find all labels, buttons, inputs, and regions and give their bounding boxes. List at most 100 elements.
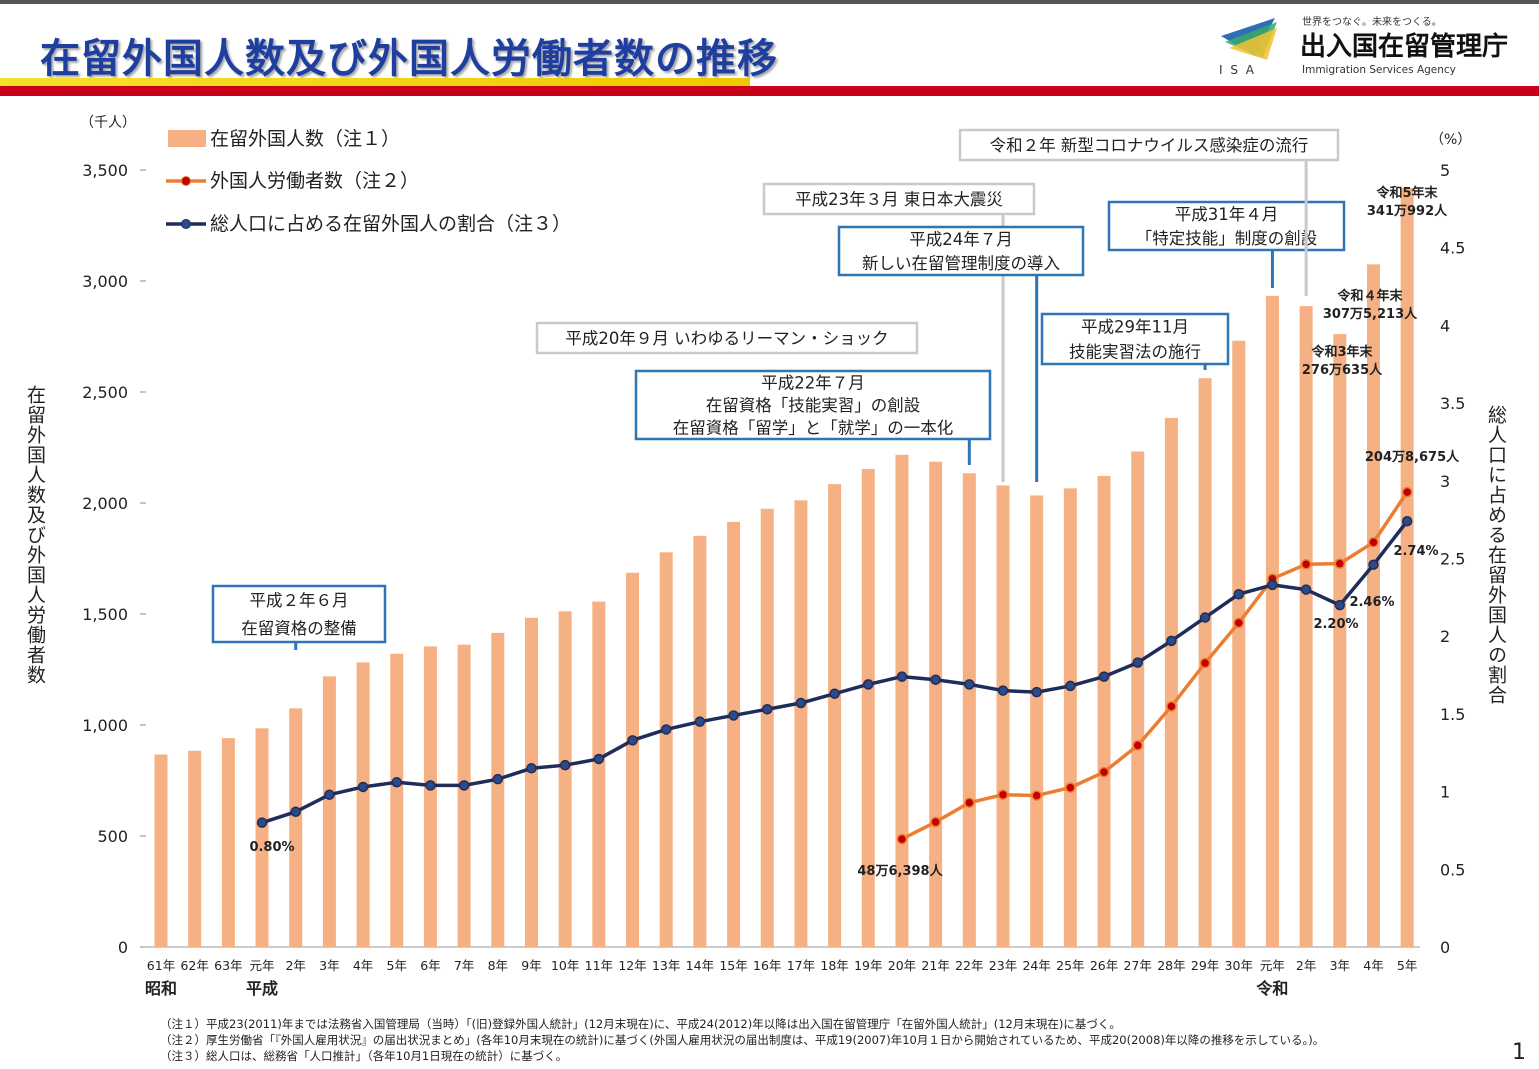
- bar-27: [1063, 488, 1077, 947]
- annotation-text: 平成29年11月: [1081, 318, 1189, 337]
- annotation-box-2: [634, 369, 992, 441]
- ratio-point-11: [526, 763, 537, 774]
- ratio-point-22: [896, 671, 908, 682]
- x-tick-label: 63年: [214, 958, 242, 973]
- ratio-point-28: [1098, 671, 1110, 682]
- ratio-point-26: [1031, 686, 1042, 698]
- data-label: 341万992人: [1367, 203, 1448, 219]
- ratio-point-14: [627, 735, 638, 746]
- legend-dot-workers: [181, 176, 191, 186]
- data-label: 令和5年末: [1376, 185, 1438, 201]
- left-tick-label: 1,000: [82, 716, 128, 735]
- ratio-point-4: [290, 806, 301, 818]
- legend-swatch-bar: [168, 130, 206, 147]
- data-label: 307万5,213人: [1323, 306, 1418, 322]
- right-axis-title: 総人口に占める在留外国人の割合: [1485, 405, 1507, 705]
- workers-point-23: [930, 816, 941, 828]
- workers-point-27: [1065, 782, 1076, 793]
- x-tick-label: 4年: [353, 958, 373, 973]
- bar-21: [861, 469, 875, 947]
- data-label: 2.74%: [1393, 544, 1438, 559]
- workers-point-25: [997, 789, 1009, 800]
- legend-label: 外国人労働者数（注２）: [210, 170, 419, 192]
- legend-label: 総人口に占める在留外国人の割合（注３）: [210, 213, 571, 235]
- annotation-text: 平成22年７月: [761, 373, 865, 392]
- bar-16: [693, 535, 707, 947]
- data-label: 2.46%: [1349, 595, 1394, 610]
- x-tick-label: 20年: [888, 958, 916, 973]
- x-tick-label: 17年: [787, 958, 815, 973]
- ratio-point-23: [930, 674, 941, 685]
- annotation-box-7: [958, 128, 1340, 162]
- ratio-point-36: [1368, 559, 1379, 570]
- workers-point-30: [1166, 701, 1177, 712]
- bar-33: [1265, 295, 1279, 947]
- bar-3: [255, 728, 269, 947]
- era-label: 平成: [246, 979, 278, 998]
- workers-point-37: [1401, 486, 1413, 498]
- title-underline: [0, 78, 750, 86]
- legend-dot-ratio: [181, 219, 191, 229]
- ratio-point-7: [391, 777, 403, 788]
- data-label: 0.80%: [249, 840, 294, 855]
- x-tick-label: 4年: [1363, 958, 1383, 973]
- left-tick-label: 2,000: [82, 494, 128, 513]
- workers-point-31: [1199, 657, 1211, 669]
- x-tick-label: 27年: [1124, 958, 1152, 973]
- ratio-point-3: [256, 817, 268, 828]
- annotation-box-5: [1040, 312, 1230, 366]
- workers-point-24: [964, 797, 975, 808]
- annotation-box-4: [837, 225, 1085, 277]
- annotation-text: 「特定技能」制度の創設: [1136, 229, 1318, 248]
- ratio-point-34: [1300, 584, 1312, 595]
- ratio-point-33: [1267, 579, 1278, 591]
- x-tick-label: 19年: [854, 958, 882, 973]
- ratio-point-35: [1334, 599, 1346, 611]
- bar-35: [1333, 334, 1347, 948]
- bar-7: [390, 653, 404, 947]
- right-tick-label: 0.5: [1440, 860, 1465, 879]
- era-label: 昭和: [145, 979, 177, 998]
- ratio-point-20: [829, 688, 840, 699]
- ratio-point-24: [964, 679, 975, 690]
- footnote-1: （注１）平成23(2011)年までは法務省入国管理局（当時）「(旧)登録外国人統…: [160, 1017, 1121, 1031]
- bar-9: [457, 644, 471, 947]
- x-tick-label: 30年: [1225, 958, 1253, 973]
- bar-15: [659, 552, 673, 947]
- ratio-point-8: [425, 780, 436, 791]
- right-tick-label: 2: [1440, 627, 1450, 646]
- data-label: 2.20%: [1313, 617, 1358, 632]
- top-border: [0, 0, 1539, 4]
- x-tick-label: 28年: [1157, 958, 1185, 973]
- annotation-box-0: [211, 584, 387, 644]
- workers-point-36: [1368, 537, 1379, 548]
- x-tick-label: 3年: [319, 958, 339, 973]
- workers-point-32: [1233, 617, 1245, 629]
- x-tick-label: 29年: [1191, 958, 1219, 973]
- bar-20: [828, 484, 842, 947]
- x-tick-label: 62年: [180, 958, 208, 973]
- bar-11: [524, 617, 538, 947]
- data-label: 204万8,675人: [1365, 449, 1460, 465]
- bar-26: [1030, 495, 1044, 947]
- footnote-2: （注２）厚生労働省「『外国人雇用状況』の届出状況まとめ」(各年10月末現在の統計…: [160, 1033, 1325, 1047]
- ratio-point-16: [694, 716, 706, 727]
- right-axis-unit: （%）: [1430, 132, 1471, 148]
- bar-14: [626, 572, 640, 947]
- logo-name-en: Immigration Services Agency: [1302, 64, 1456, 76]
- right-tick-label: 2.5: [1440, 550, 1465, 569]
- left-tick-label: 0: [118, 938, 128, 957]
- x-tick-label: 15年: [719, 958, 747, 973]
- annotation-text: 令和２年 新型コロナウイルス感染症の流行: [990, 136, 1309, 155]
- left-axis-unit: （千人）: [80, 115, 136, 131]
- bar-25: [996, 485, 1010, 947]
- chart: （千人） （%） 在留外国人数及び外国人労働者数 総人口に占める在留外国人の割合 0 5 0…: [24, 115, 1507, 998]
- bar-34: [1299, 306, 1313, 947]
- right-tick-label: 5: [1440, 161, 1450, 180]
- ratio-point-13: [593, 753, 605, 765]
- left-axis-title: 在留外国人数及び外国人労働者数: [24, 385, 46, 685]
- x-tick-label: 6年: [420, 958, 440, 973]
- page-number: 1: [1512, 1040, 1526, 1065]
- workers-line: [901, 491, 1409, 841]
- annotation-text: 在留資格の整備: [241, 619, 357, 638]
